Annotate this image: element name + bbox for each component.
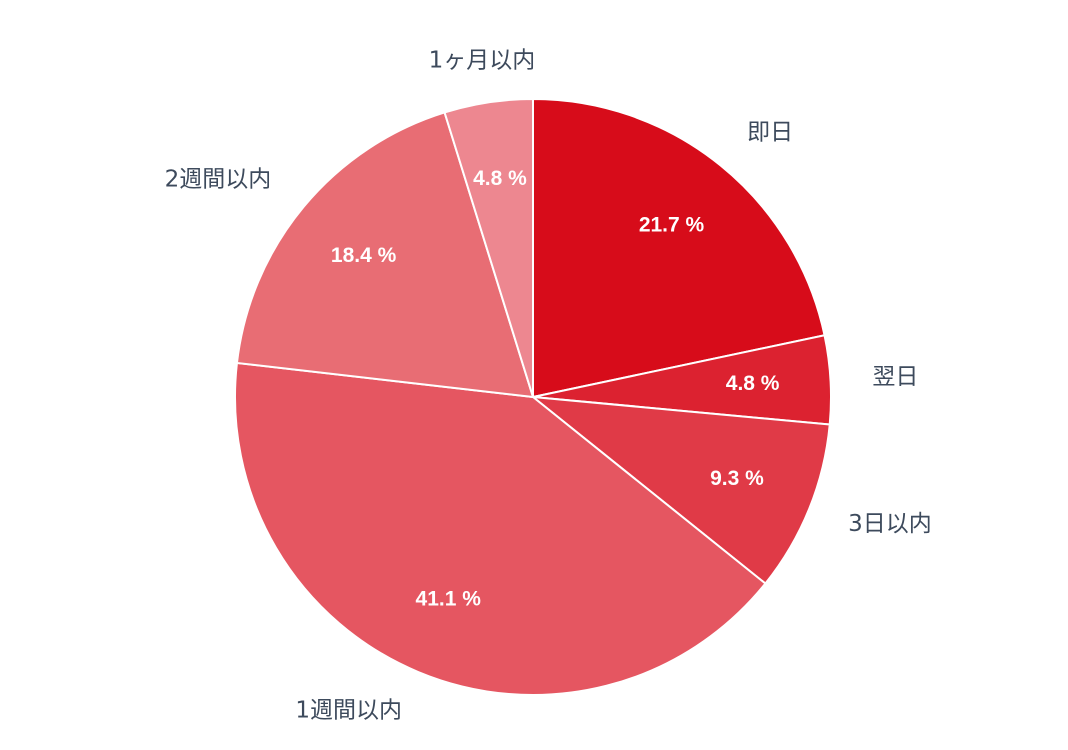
category-label: 翌日 xyxy=(872,364,918,390)
value-label: 41.1 % xyxy=(416,588,482,611)
value-label: 4.8 % xyxy=(726,372,780,395)
category-label: 3日以内 xyxy=(848,511,932,537)
value-label: 18.4 % xyxy=(331,244,397,267)
value-label: 9.3 % xyxy=(710,467,764,490)
category-label: 即日 xyxy=(747,119,793,145)
pie-slice xyxy=(532,97,826,399)
pie-slice xyxy=(234,361,767,696)
value-label: 21.7 % xyxy=(639,214,705,237)
category-label: 2週間以内 xyxy=(165,167,272,193)
pie-slice xyxy=(529,395,831,585)
category-label: 1ヶ月以内 xyxy=(429,47,536,73)
value-label: 4.8 % xyxy=(473,167,527,190)
pie-slice xyxy=(235,111,535,399)
category-label: 1週間以内 xyxy=(295,697,402,723)
pie-slice xyxy=(443,97,534,398)
